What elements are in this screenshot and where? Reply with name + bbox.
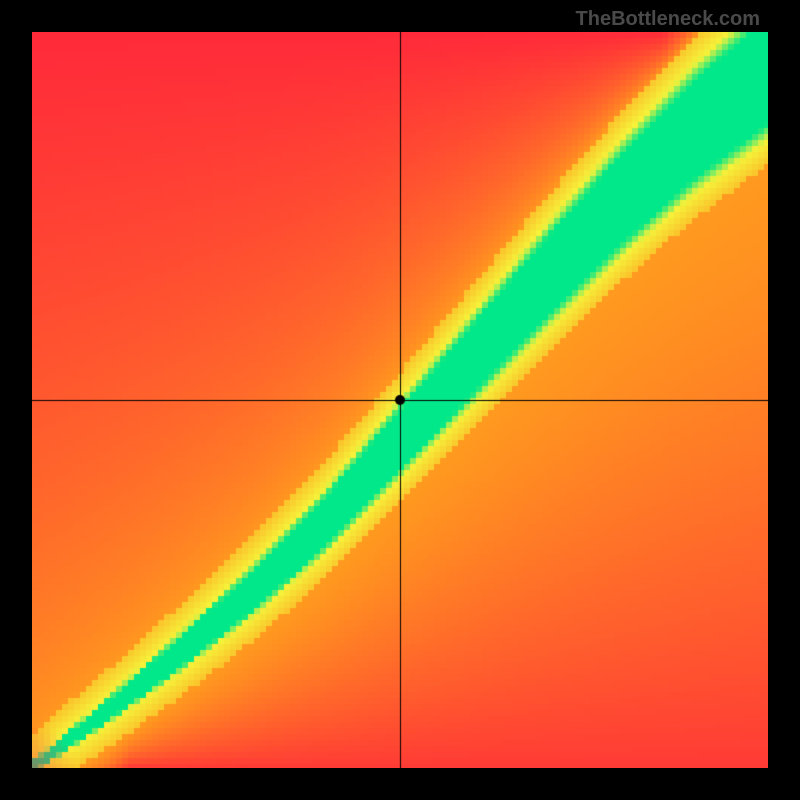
watermark-text: TheBottleneck.com — [576, 8, 760, 31]
heatmap-canvas — [32, 32, 768, 768]
bottleneck-heatmap — [32, 32, 768, 768]
